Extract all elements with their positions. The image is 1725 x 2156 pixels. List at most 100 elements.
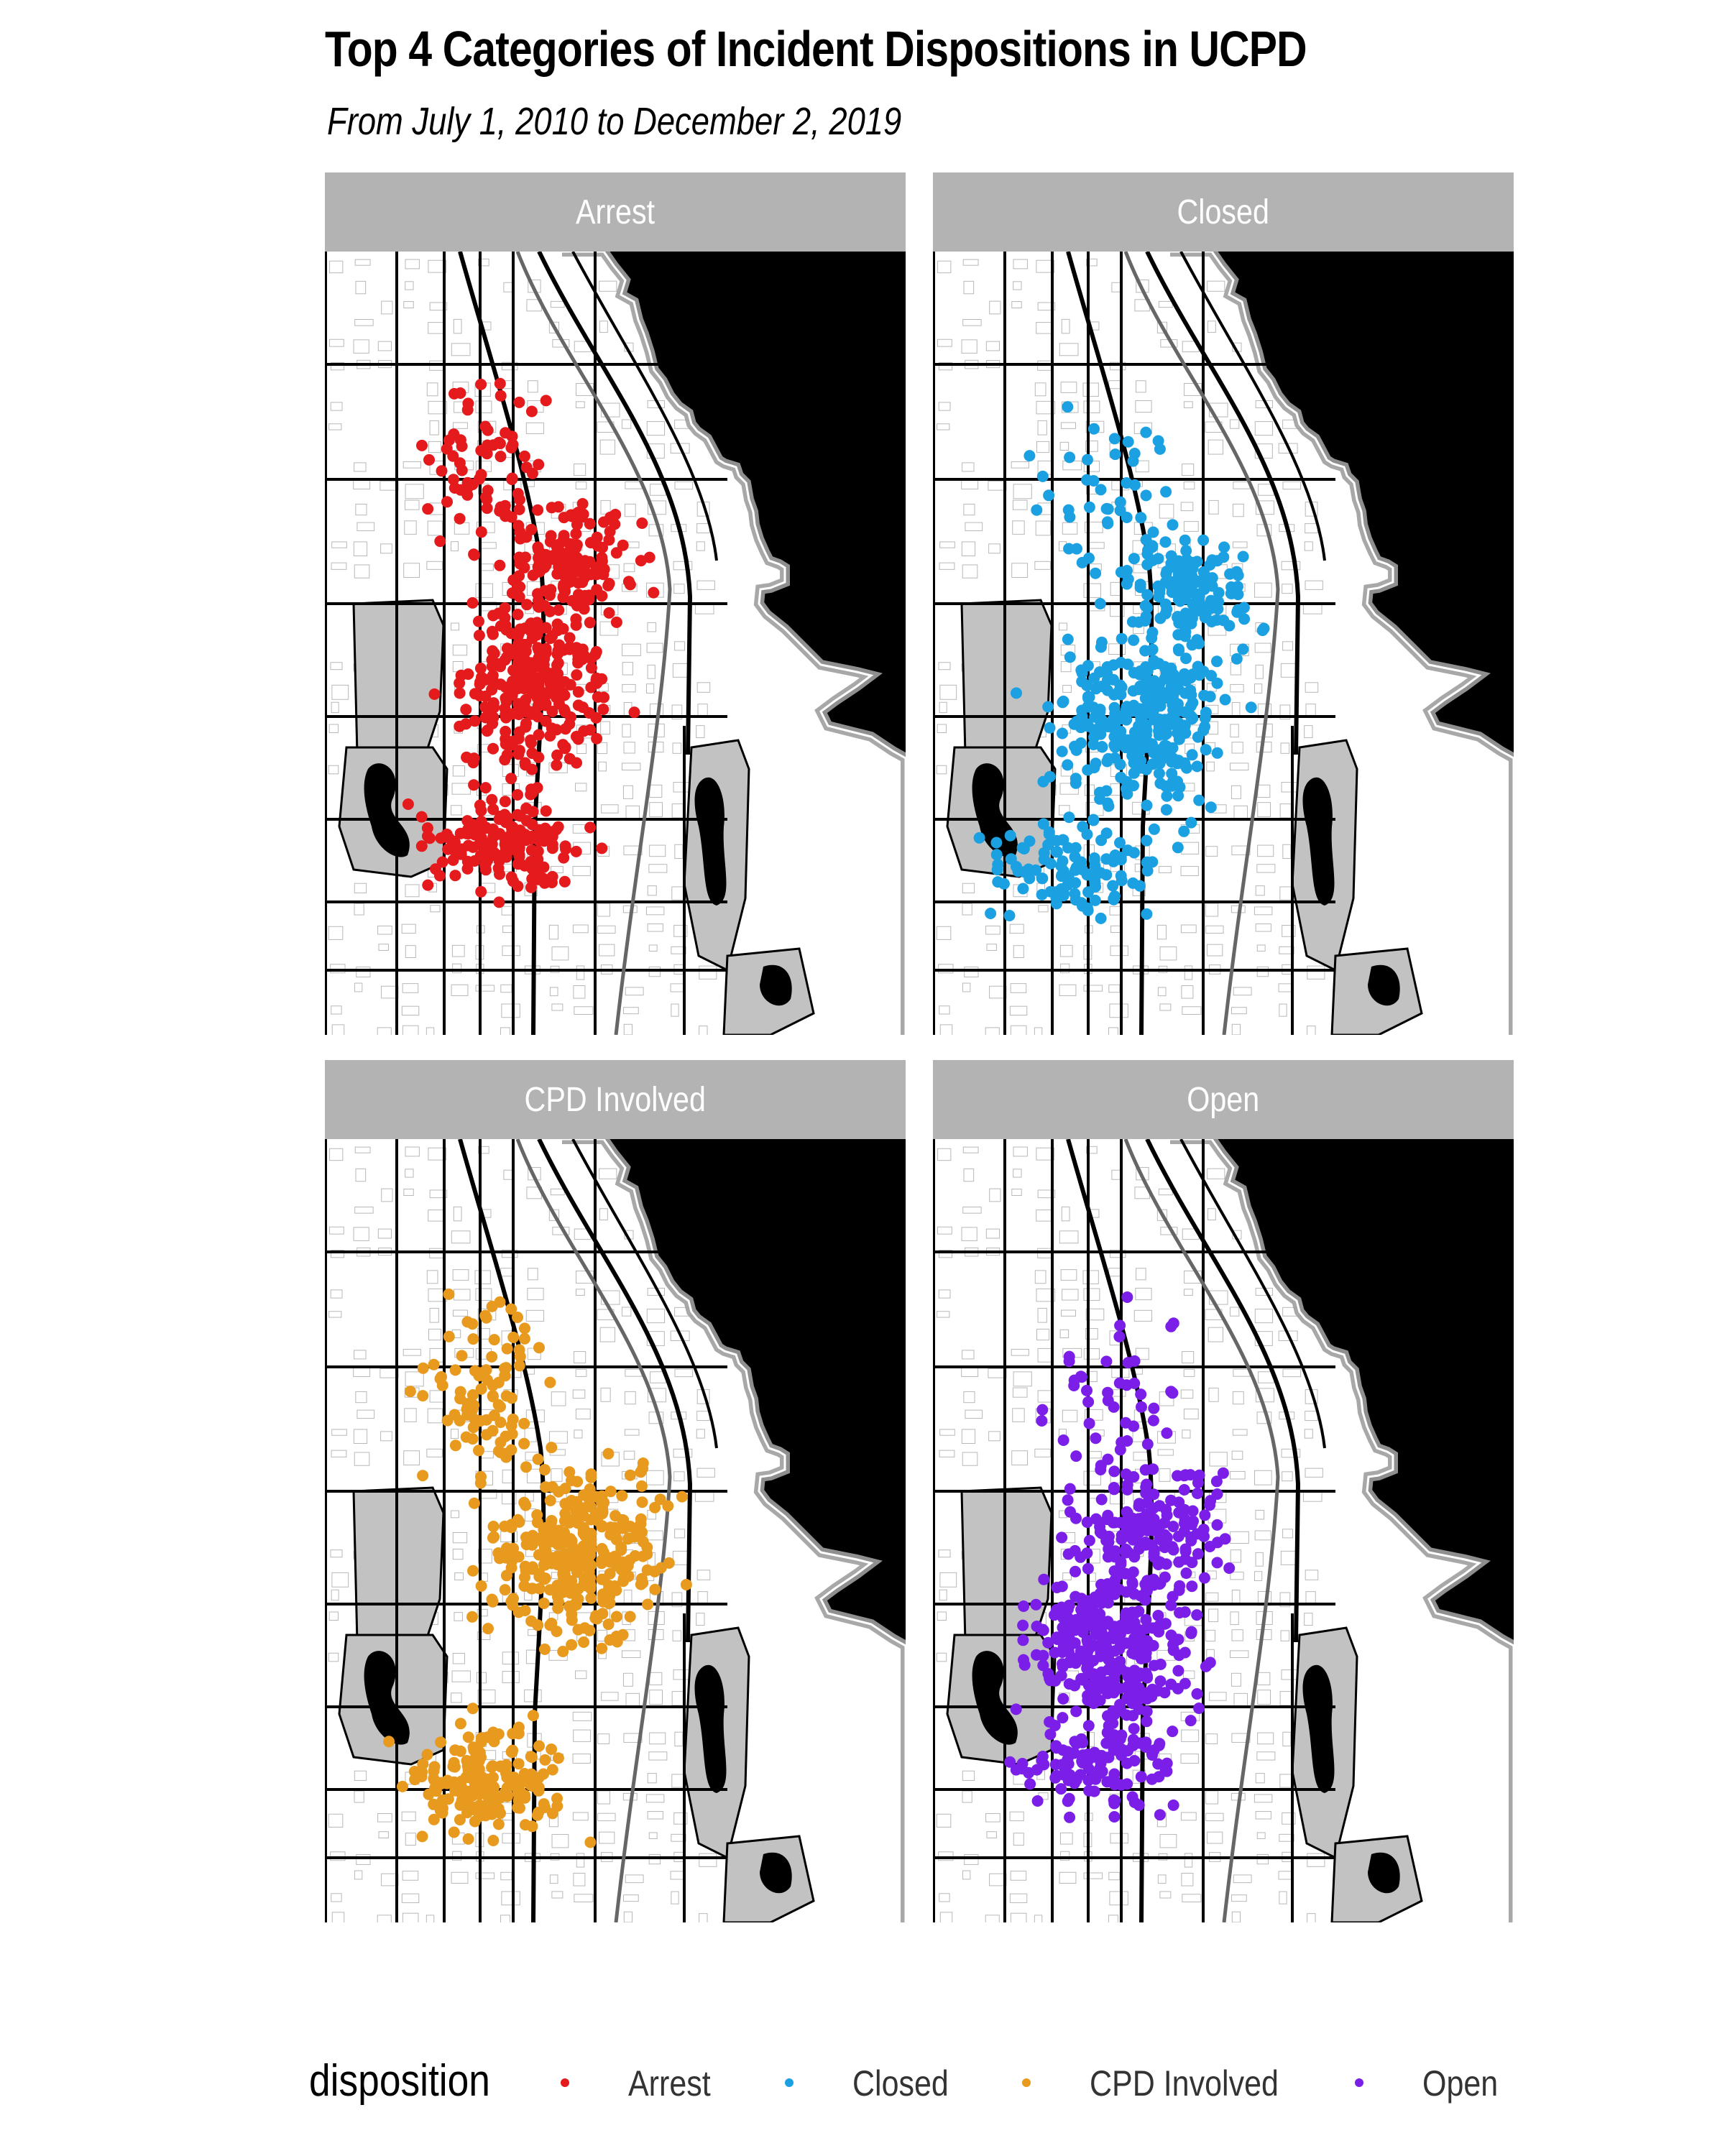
incident-point <box>1005 853 1017 865</box>
incident-point <box>487 645 499 657</box>
incident-point <box>1193 794 1205 806</box>
incident-point <box>435 1736 447 1749</box>
incident-point <box>461 1409 474 1421</box>
incident-point <box>417 1470 429 1482</box>
incident-point <box>1205 801 1217 814</box>
incident-point <box>1088 731 1100 743</box>
incident-point <box>591 732 603 745</box>
incident-point <box>610 547 622 559</box>
incident-point <box>1116 732 1128 744</box>
incident-point <box>1101 516 1113 528</box>
incident-point <box>1135 512 1147 524</box>
incident-point <box>617 539 629 551</box>
lake-michigan <box>1170 1139 1514 1922</box>
incident-point <box>1081 1547 1093 1560</box>
incident-point <box>576 498 589 510</box>
incident-point <box>1167 519 1179 531</box>
incident-point <box>1152 1610 1164 1621</box>
incident-point <box>507 1728 519 1740</box>
incident-point <box>415 840 428 852</box>
incident-point <box>494 377 506 390</box>
map-area <box>325 1139 906 1922</box>
incident-point <box>1126 1639 1138 1650</box>
incident-point <box>479 782 492 794</box>
incident-point <box>533 1534 545 1546</box>
incident-point <box>544 1495 556 1506</box>
facet-strip: CPD Involved <box>325 1060 906 1139</box>
incident-point <box>1004 1756 1016 1768</box>
incident-point <box>1114 1733 1126 1745</box>
incident-point <box>565 1583 577 1595</box>
lake-michigan <box>1170 252 1514 1035</box>
incident-point <box>443 1330 455 1342</box>
incident-point <box>1108 1673 1121 1685</box>
incident-point <box>1017 1634 1029 1646</box>
incident-point <box>585 1592 597 1604</box>
incident-point <box>475 1736 487 1748</box>
incident-point <box>1121 1506 1133 1518</box>
incident-point <box>492 1399 505 1411</box>
incident-point <box>1121 714 1133 726</box>
incident-point <box>1038 1573 1050 1585</box>
incident-point <box>513 1344 525 1356</box>
incident-point <box>480 1364 492 1376</box>
incident-point <box>1088 852 1100 864</box>
incident-point <box>1090 1773 1102 1785</box>
incident-point <box>1114 505 1126 517</box>
incident-point <box>474 1746 486 1759</box>
incident-point <box>1146 1520 1158 1532</box>
incident-point <box>1030 1598 1042 1611</box>
incident-point <box>428 1358 440 1370</box>
incident-point <box>461 1807 473 1819</box>
incident-point <box>1121 1291 1133 1303</box>
incident-point <box>604 1590 616 1602</box>
incident-point <box>1076 704 1088 717</box>
incident-point <box>1108 1483 1120 1496</box>
incident-point <box>557 1646 569 1657</box>
incident-point <box>1197 534 1210 546</box>
incident-point <box>591 531 603 543</box>
incident-point <box>527 863 538 875</box>
incident-point <box>546 1516 557 1529</box>
incident-point <box>1095 636 1108 648</box>
incident-point <box>1186 749 1198 761</box>
legend-label: CPD Involved <box>1090 2063 1279 2104</box>
incident-point <box>519 1819 531 1831</box>
incident-point <box>1211 1537 1223 1549</box>
incident-point <box>449 1784 461 1797</box>
incident-point <box>1115 854 1127 866</box>
incident-point <box>525 1751 537 1763</box>
incident-point <box>520 645 532 658</box>
incident-point <box>466 1433 479 1445</box>
incident-point <box>1024 1778 1036 1790</box>
incident-point <box>525 881 537 893</box>
incident-point <box>1096 741 1108 753</box>
incident-point <box>466 596 479 609</box>
incident-point <box>428 1761 441 1773</box>
incident-point <box>1081 1516 1093 1529</box>
incident-point <box>1056 745 1068 757</box>
incident-point <box>1140 1539 1152 1551</box>
facet-panel-arrest: Arrest <box>325 172 906 1035</box>
incident-point <box>525 617 537 630</box>
incident-point <box>1036 1415 1048 1427</box>
incident-point <box>564 718 576 730</box>
incident-point <box>518 1417 530 1429</box>
incident-point <box>533 459 545 471</box>
incident-point <box>1096 1616 1108 1628</box>
incident-point <box>468 548 480 561</box>
legend: disposition Arrest Closed CPD Involved O… <box>309 2048 1531 2113</box>
incident-point <box>1180 653 1192 665</box>
incident-point <box>616 1490 628 1502</box>
incident-point <box>526 467 538 479</box>
incident-point <box>532 588 543 600</box>
incident-point <box>416 1830 428 1843</box>
incident-point <box>1146 643 1159 655</box>
incident-point <box>1211 1519 1223 1531</box>
incident-point <box>1179 1677 1191 1690</box>
incident-point <box>1107 880 1119 892</box>
incident-point <box>467 841 479 853</box>
incident-point <box>1056 1580 1068 1593</box>
incident-point <box>493 436 505 448</box>
incident-point <box>1077 1674 1089 1686</box>
